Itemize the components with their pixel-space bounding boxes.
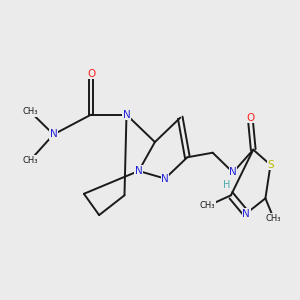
Text: CH₃: CH₃ — [266, 214, 281, 223]
Text: N: N — [123, 110, 130, 120]
Text: N: N — [161, 174, 169, 184]
Text: CH₃: CH₃ — [22, 107, 38, 116]
Text: O: O — [87, 69, 95, 79]
Text: N: N — [242, 208, 250, 219]
Text: O: O — [246, 113, 254, 123]
Text: N: N — [229, 167, 237, 178]
Text: N: N — [50, 130, 57, 140]
Text: CH₃: CH₃ — [22, 156, 38, 165]
Text: CH₃: CH₃ — [200, 202, 215, 211]
Text: H: H — [223, 180, 231, 190]
Text: S: S — [267, 160, 274, 170]
Text: N: N — [135, 166, 142, 176]
